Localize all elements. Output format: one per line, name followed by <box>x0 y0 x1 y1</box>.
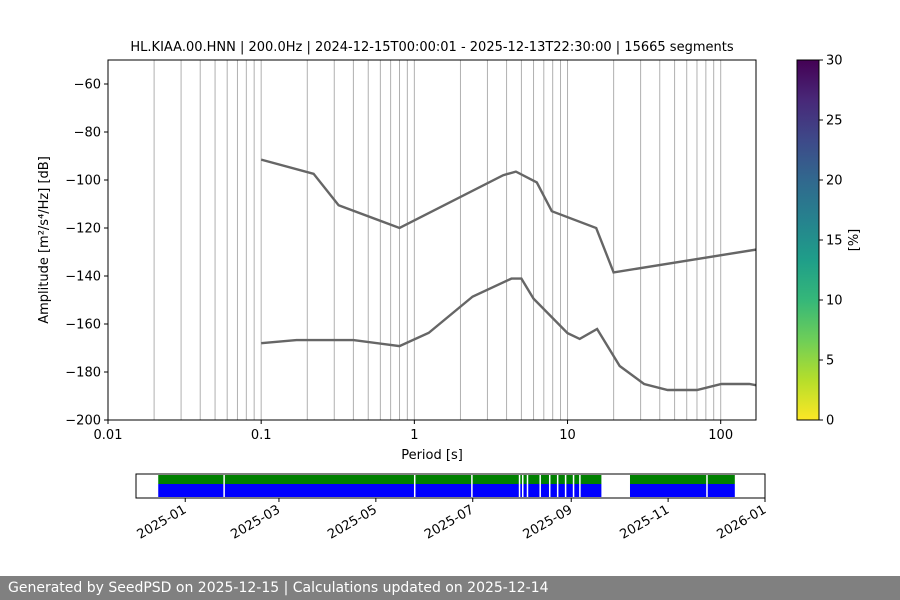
x-axis-label: Period [s] <box>401 448 463 463</box>
y-axis-label: Amplitude [m²/s⁴/Hz] [dB] <box>37 156 52 324</box>
colorbar-label: [%] <box>847 229 862 252</box>
availability-timeline: 2025-01 2025-03 2025-05 2025-07 2025-09 2025-… <box>135 473 769 543</box>
y-tick-label: −60 <box>74 78 101 93</box>
availability-gap <box>579 475 581 497</box>
colorbar-tick-label: 5 <box>826 354 834 369</box>
x-tick-label: 1 <box>410 428 418 443</box>
availability-frame <box>135 473 766 499</box>
availability-gap <box>521 475 524 497</box>
x-grid <box>107 60 722 420</box>
timeline-tick-label: 2025-07 <box>422 502 477 542</box>
timeline-tick-label: 2026-01 <box>714 502 769 542</box>
y-tick-label: −140 <box>65 270 101 285</box>
timeline-tick-label: 2025-09 <box>521 502 576 542</box>
availability-gap <box>548 475 551 497</box>
x-tick-label: 0.1 <box>251 428 272 443</box>
psd-heatmap-plot: 0.01 0.1 1 10 100 −200 −180 −160 −140 −120 −100 −80… <box>65 59 757 443</box>
y-tick-label: −100 <box>65 174 101 189</box>
availability-gap <box>556 475 559 497</box>
y-tick-label: −120 <box>65 222 101 237</box>
colorbar-gradient <box>796 59 820 421</box>
timeline-tick-label: 2025-11 <box>618 502 673 542</box>
timeline-tick-label: 2025-01 <box>135 502 190 542</box>
availability-gap <box>413 475 416 497</box>
y-tick-label: −160 <box>65 318 101 333</box>
low-noise-model-line <box>261 277 756 392</box>
availability-gap <box>518 475 521 497</box>
timeline-tick-label: 2025-03 <box>228 502 283 542</box>
availability-gap <box>706 475 708 497</box>
x-tick-label: 100 <box>708 428 733 443</box>
availability-gap <box>539 475 541 497</box>
availability-green-bar <box>158 475 602 484</box>
psd-figure: 0.01 0.1 1 10 100−200−180−160−140−120−100−80… <box>37 40 862 543</box>
timeline-tick-label: 2025-05 <box>325 502 380 542</box>
x-tick-label: 0.01 <box>94 428 123 443</box>
availability-gap <box>526 475 529 497</box>
high-noise-model-line <box>260 158 756 274</box>
x-tick-label: 10 <box>559 428 576 443</box>
availability-blue-bar <box>158 484 602 497</box>
colorbar-tick-label: 20 <box>826 174 843 189</box>
availability-gap <box>223 475 225 497</box>
colorbar-tick-label: 10 <box>826 294 843 309</box>
colorbar-tick-label: 0 <box>826 414 834 429</box>
availability-gap <box>471 475 473 497</box>
chart-title: HL.KIAA.00.HNN | 200.0Hz | 2024-12-15T00… <box>130 40 733 55</box>
colorbar-tick-label: 30 <box>826 54 843 69</box>
availability-gap <box>564 475 567 497</box>
plot-frame <box>107 59 757 421</box>
colorbar-tick-label: 25 <box>826 114 843 129</box>
footer-text: Generated by SeedPSD on 2025-12-15 | Cal… <box>0 576 900 600</box>
y-tick-label: −200 <box>65 414 101 429</box>
availability-green-bar <box>629 475 735 484</box>
availability-gap <box>572 475 575 497</box>
y-tick-label: −180 <box>65 366 101 381</box>
colorbar-tick-label: 15 <box>826 234 843 249</box>
y-tick-label: −80 <box>74 126 101 141</box>
availability-blue-bar <box>629 484 735 497</box>
colorbar: 0 5 10 15 20 25 30 <box>796 54 843 429</box>
